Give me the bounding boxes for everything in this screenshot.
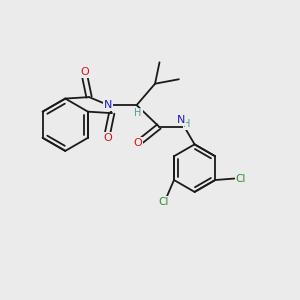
Text: Cl: Cl	[158, 197, 169, 207]
Text: N: N	[104, 100, 112, 110]
Text: H: H	[184, 119, 191, 129]
Text: O: O	[81, 67, 90, 77]
Text: O: O	[133, 138, 142, 148]
Text: H: H	[134, 108, 142, 118]
Text: Cl: Cl	[236, 173, 246, 184]
Text: O: O	[103, 133, 112, 143]
Text: N: N	[177, 115, 185, 125]
